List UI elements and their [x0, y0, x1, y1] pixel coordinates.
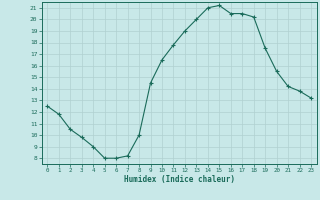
X-axis label: Humidex (Indice chaleur): Humidex (Indice chaleur) [124, 175, 235, 184]
